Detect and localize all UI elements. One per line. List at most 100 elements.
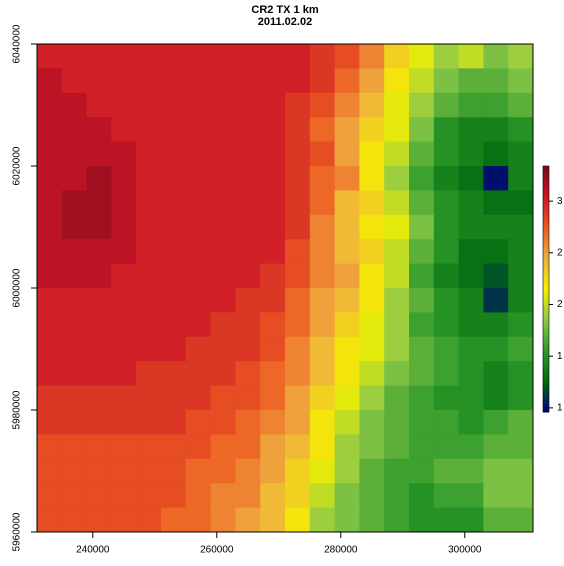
heatmap-cell (260, 507, 286, 533)
heatmap-cell (334, 214, 360, 240)
colorbar-segment (543, 273, 549, 278)
heatmap-cell (136, 214, 162, 240)
colorbar-segment (543, 175, 549, 179)
heatmap-cell (235, 336, 261, 362)
heatmap-cell (86, 141, 112, 167)
heatmap-cell (384, 44, 410, 69)
heatmap-cell (508, 141, 534, 167)
heatmap-cell (384, 166, 410, 191)
heatmap-cell (37, 410, 63, 435)
heatmap-cell (161, 141, 187, 167)
heatmap-cell (309, 288, 336, 313)
heatmap-cell (161, 312, 187, 338)
heatmap-cell (458, 239, 484, 265)
heatmap-cell (384, 117, 410, 143)
heatmap-cell (384, 410, 410, 435)
heatmap-cell (161, 288, 187, 313)
heatmap-cell (359, 458, 385, 484)
heatmap-cell (235, 68, 261, 94)
colorbar-segment (543, 390, 549, 395)
heatmap-cell (61, 239, 88, 265)
heatmap-cell (37, 458, 63, 484)
heatmap-cell (136, 361, 162, 387)
heatmap-cell (260, 117, 286, 143)
heatmap-cell (61, 336, 88, 362)
heatmap-cell (458, 458, 484, 484)
heatmap-cell (285, 166, 311, 191)
colorbar-segment (543, 230, 549, 235)
heatmap-cell (37, 263, 63, 289)
heatmap-cell (285, 361, 311, 387)
heatmap-cell (185, 68, 212, 94)
heatmap-cell (334, 166, 360, 191)
heatmap-cell (111, 288, 137, 313)
colorbar-tick-label: 1 (557, 403, 563, 414)
heatmap-cell (210, 410, 236, 435)
heatmap-cell (111, 361, 137, 387)
heatmap-cell (409, 190, 435, 216)
heatmap-cell (210, 434, 236, 460)
heatmap-cell (285, 385, 311, 411)
heatmap-cell (235, 312, 261, 338)
heatmap-cell (309, 312, 336, 338)
heatmap-cell (285, 263, 311, 289)
heatmap-cell (508, 68, 534, 94)
colorbar-segment (543, 224, 549, 228)
colorbar-segment (543, 178, 549, 182)
heatmap-cell (86, 361, 112, 387)
heatmap-cell (508, 385, 534, 411)
heatmap-cell (433, 312, 460, 338)
heatmap-cell (309, 336, 336, 362)
colorbar-segment (543, 307, 549, 312)
heatmap-cell (384, 361, 410, 387)
heatmap-cell (384, 434, 410, 460)
heatmap-cell (384, 214, 410, 240)
heatmap-cell (111, 507, 137, 533)
heatmap-cell (309, 68, 336, 94)
heatmap-cell (384, 288, 410, 313)
colorbar-segment (543, 295, 549, 299)
heatmap-cell (260, 214, 286, 240)
heatmap-cell (433, 44, 460, 69)
heatmap-cell (458, 336, 484, 362)
heatmap-cell (458, 214, 484, 240)
colorbar-segment (543, 338, 549, 342)
colorbar-segment (543, 384, 549, 388)
colorbar-segment (543, 181, 549, 185)
heatmap-cell (433, 68, 460, 94)
heatmap-cell (433, 92, 460, 118)
heatmap-cell (260, 166, 286, 191)
heatmap-cell (161, 385, 187, 411)
y-tick-label: 6000000 (12, 268, 23, 307)
colorbar-segment (543, 301, 549, 305)
heatmap-cell (483, 312, 509, 338)
heatmap-cell (285, 92, 311, 118)
heatmap-cell (210, 117, 236, 143)
heatmap-cell (136, 44, 162, 69)
colorbar-segment (543, 402, 549, 407)
colorbar-segment (543, 196, 549, 201)
heatmap-cell (409, 117, 435, 143)
heatmap-cell (309, 385, 336, 411)
heatmap-cell (409, 361, 435, 387)
heatmap-cell (433, 117, 460, 143)
heatmap-cell (37, 214, 63, 240)
colorbar-segment (543, 325, 549, 330)
heatmap-cell (359, 385, 385, 411)
colorbar-segment (543, 276, 549, 281)
heatmap-cell (210, 483, 236, 509)
colorbar-segment (543, 209, 549, 213)
heatmap-cell (61, 385, 88, 411)
colorbar-segment (543, 375, 549, 379)
colorbar-segment (543, 335, 549, 339)
heatmap-cell (260, 434, 286, 460)
heatmap-cell (458, 141, 484, 167)
heatmap-cell (210, 166, 236, 191)
colorbar-segment (543, 359, 549, 364)
heatmap-cell (433, 458, 460, 484)
heatmap-cell (136, 68, 162, 94)
heatmap-cell (235, 410, 261, 435)
colorbar-segment (543, 387, 549, 391)
heatmap-cell (136, 507, 162, 533)
colorbar-segment (543, 396, 549, 401)
